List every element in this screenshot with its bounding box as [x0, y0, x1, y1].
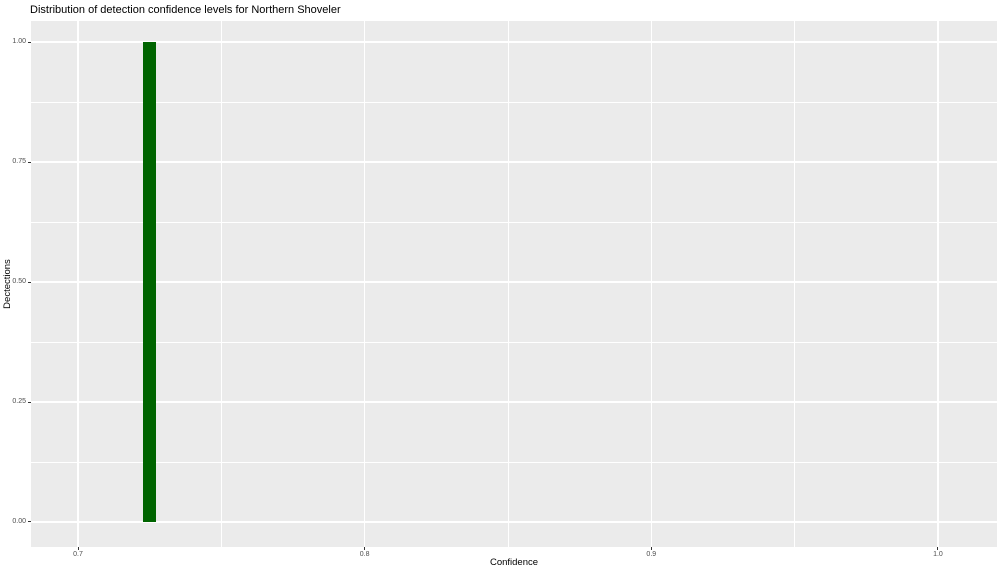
gridline-major-y: [31, 161, 997, 163]
y-tick-mark: [28, 521, 31, 523]
plot-panel: [31, 21, 997, 547]
gridline-major-x: [937, 21, 939, 547]
histogram-bar: [142, 42, 156, 522]
y-tick-mark: [28, 161, 31, 163]
y-tick-label: 1.00: [12, 38, 26, 46]
y-tick-label: 0.25: [12, 398, 26, 405]
gridline-major-y: [31, 401, 997, 403]
x-tick-label: 0.9: [646, 551, 657, 558]
y-tick-label: 0.50: [12, 278, 26, 285]
x-tick-mark: [77, 547, 79, 550]
y-tick-mark: [28, 41, 31, 43]
gridline-major-y: [31, 41, 997, 43]
gridline-major-x: [77, 21, 79, 547]
gridline-major-x: [650, 21, 652, 547]
gridline-minor-y: [31, 221, 997, 223]
gridline-major-x: [364, 21, 366, 547]
gridline-minor-x: [220, 21, 222, 547]
gridline-minor-x: [507, 21, 509, 547]
gridline-minor-y: [31, 341, 997, 343]
gridline-minor-y: [31, 101, 997, 103]
x-axis-title: Confidence: [489, 557, 539, 568]
x-tick-label: 1.0: [933, 551, 943, 558]
x-tick-label: 0.7: [73, 551, 83, 558]
x-tick-label: 0.8: [359, 551, 370, 558]
y-tick-mark: [28, 401, 31, 403]
y-tick-mark: [28, 281, 31, 283]
y-tick-label: 0.75: [12, 158, 26, 165]
gridline-minor-x: [794, 21, 796, 547]
gridline-major-y: [31, 521, 997, 523]
y-axis-title: Dectections: [2, 259, 13, 309]
x-tick-mark: [650, 547, 652, 550]
gridline-minor-y: [31, 461, 997, 463]
x-tick-mark: [364, 547, 366, 550]
chart-title: Distribution of detection confidence lev…: [30, 4, 341, 16]
y-tick-label: 0.00: [12, 517, 26, 525]
gridline-major-y: [31, 281, 997, 283]
x-tick-mark: [937, 547, 939, 550]
